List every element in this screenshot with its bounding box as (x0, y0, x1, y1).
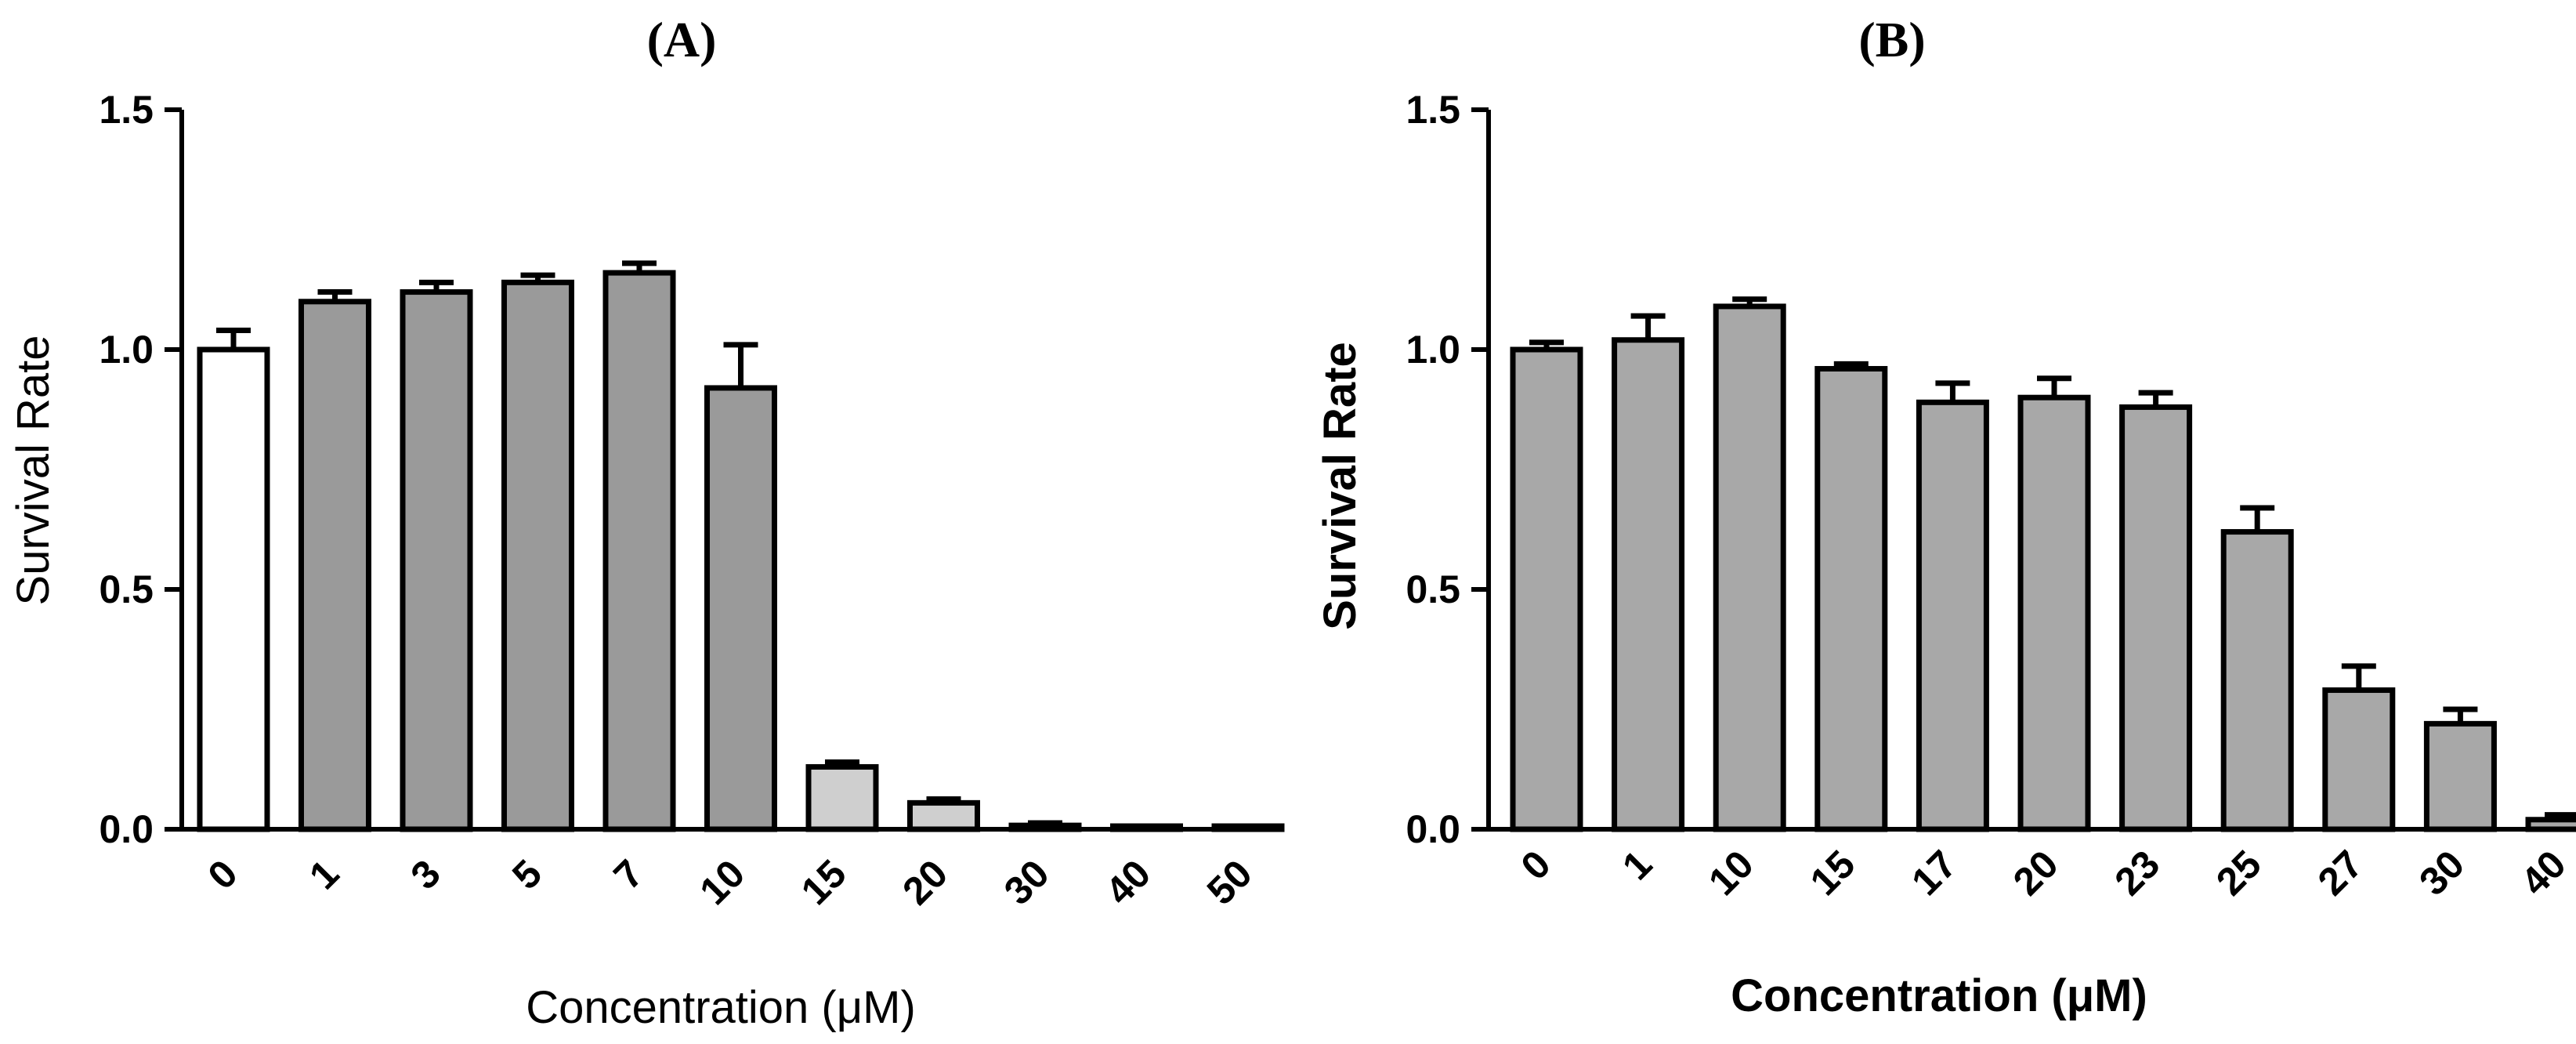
x-axis-title-b: Concentration (μM) (1731, 970, 2147, 1021)
y-tick-label: 1.0 (99, 328, 154, 372)
bar-a-5 (501, 279, 574, 832)
bar-a-10 (704, 385, 777, 832)
bar-a-15 (805, 763, 879, 832)
y-axis-b: 0.0 0.5 1.0 1.5 (1406, 88, 1491, 851)
bar-b-40 (2525, 817, 2576, 832)
x-axis-b: 0 1 10 15 17 20 23 25 27 30 40 (1489, 827, 2574, 904)
bar-b-30 (2423, 720, 2497, 832)
x-tick-label-b-23: 23 (2106, 842, 2168, 904)
bar-a-0 (197, 346, 270, 832)
x-tick-label-a-7: 7 (606, 851, 652, 897)
y-axis-title-b: Survival Rate (1315, 342, 1366, 630)
bar-b-0 (1510, 346, 1583, 832)
bar-a-20 (907, 799, 980, 832)
x-tick-label-a-0: 0 (200, 851, 246, 897)
x-tick-label-b-25: 25 (2208, 842, 2270, 904)
y-tick-label: 1.5 (1406, 88, 1460, 132)
panel-label-b: (B) (1858, 12, 1925, 67)
bar-b-15 (1814, 365, 1888, 832)
x-tick-label-a-40: 40 (1097, 851, 1159, 913)
x-tick-label-a-15: 15 (793, 851, 855, 913)
y-tick-label: 0.5 (1406, 567, 1460, 611)
bar-b-17 (1916, 399, 1989, 832)
x-tick-label-a-3: 3 (403, 851, 449, 897)
x-tick-label-b-0: 0 (1513, 842, 1559, 888)
x-tick-label-b-17: 17 (1903, 842, 1965, 904)
y-tick-label: 0.5 (99, 567, 154, 611)
y-tick-label: 1.0 (1406, 328, 1460, 372)
bar-a-1 (298, 299, 371, 832)
x-tick-label-b-20: 20 (2005, 842, 2067, 904)
bar-b-27 (2322, 687, 2396, 832)
y-axis-a: 0.0 0.5 1.0 1.5 (99, 88, 184, 851)
x-tick-label-b-27: 27 (2310, 842, 2372, 904)
x-tick-label-b-1: 1 (1614, 842, 1660, 888)
x-tick-label-a-50: 50 (1199, 851, 1261, 913)
bar-a-30 (1008, 822, 1082, 832)
bar-b-23 (2119, 404, 2193, 832)
chart-b: (B) Survival Rate Concentration (μM) 0.0… (1315, 12, 2576, 1021)
chart-a: (A) Survival Rate Concentration (μM) 0.0… (8, 12, 1285, 1033)
y-tick-label: 1.5 (99, 88, 154, 132)
x-axis-title-a: Concentration (μM) (526, 982, 916, 1033)
x-tick-label-a-5: 5 (504, 851, 550, 897)
y-tick-label: 0.0 (1406, 807, 1460, 851)
x-tick-label-b-15: 15 (1802, 842, 1864, 904)
x-tick-label-b-10: 10 (1700, 842, 1762, 904)
bar-b-25 (2220, 529, 2294, 832)
x-tick-label-a-20: 20 (894, 851, 956, 913)
y-tick-label: 0.0 (99, 807, 154, 851)
x-tick-label-b-30: 30 (2411, 842, 2473, 904)
x-tick-label-a-1: 1 (301, 851, 347, 897)
bar-b-20 (2017, 394, 2091, 832)
x-tick-label-b-40: 40 (2513, 842, 2574, 904)
panel-label-a: (A) (647, 12, 717, 67)
bar-b-1 (1612, 337, 1685, 832)
x-tick-label-a-10: 10 (691, 851, 753, 913)
bars-a (197, 260, 1285, 832)
bar-a-3 (400, 289, 473, 832)
y-axis-title-a: Survival Rate (8, 335, 59, 606)
bar-a-7 (602, 270, 676, 832)
bar-b-10 (1713, 303, 1786, 832)
x-axis-a: 0 1 3 5 7 10 15 20 30 40 50 (182, 827, 1269, 913)
bars-b (1510, 296, 2576, 832)
x-tick-label-a-30: 30 (996, 851, 1058, 913)
